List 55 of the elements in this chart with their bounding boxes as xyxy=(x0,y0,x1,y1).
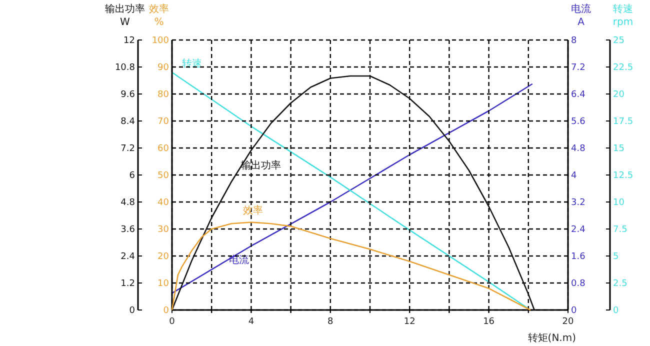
y-tick-label: 8 xyxy=(571,36,577,46)
y-tick-label: 10 xyxy=(158,279,170,289)
y2-tick-label: 10.8 xyxy=(114,63,136,73)
y2-axis-title: 转速 rpm xyxy=(612,3,634,28)
y-tick-label: 80 xyxy=(158,90,170,100)
x-tick-label: 16 xyxy=(483,317,495,327)
y-tick-label: 90 xyxy=(158,63,170,73)
y-tick-label: 4 xyxy=(571,171,577,181)
x-tick-label: 4 xyxy=(248,317,254,327)
y2-tick-label: 0 xyxy=(129,306,136,316)
y2-axis-title: 输出功率 W xyxy=(105,3,145,28)
y2-tick-label: 25 xyxy=(613,36,624,46)
x-axis-title: 转矩(N.m) xyxy=(528,332,576,344)
y-tick-label: 3.2 xyxy=(571,198,586,208)
y2-tick-label: 0 xyxy=(613,306,619,316)
y-tick-label: 20 xyxy=(158,252,170,262)
y2-tick-label: 22.5 xyxy=(613,63,634,73)
y-tick-label: 0.8 xyxy=(571,279,586,289)
x-tick-label: 12 xyxy=(404,317,416,327)
y2-tick-label: 6 xyxy=(129,171,136,181)
x-tick-label: 8 xyxy=(328,317,334,327)
y2-tick-label: 2.5 xyxy=(613,279,628,289)
y-tick-label: 2.4 xyxy=(571,225,586,235)
y-tick-label: 0 xyxy=(571,306,577,316)
y-tick-label: 60 xyxy=(158,144,170,154)
y-tick-label: 7.2 xyxy=(571,63,586,73)
y2-tick-label: 10 xyxy=(613,198,625,208)
y2-tick-label: 7.5 xyxy=(613,225,628,235)
y-tick-label: 40 xyxy=(158,198,170,208)
y-axis-title: 电流 A xyxy=(571,3,591,28)
y2-tick-label: 5 xyxy=(613,252,619,262)
y2-tick-label: 12.5 xyxy=(613,171,634,181)
y-tick-label: 100 xyxy=(152,36,170,46)
y-tick-label: 1.6 xyxy=(571,252,586,262)
series-label: 效率 xyxy=(243,204,264,216)
y-axis-title: 效率 % xyxy=(149,3,169,28)
y-tick-label: 6.4 xyxy=(571,90,586,100)
y2-tick-label: 2.4 xyxy=(120,252,136,262)
y2-tick-label: 7.2 xyxy=(120,144,135,154)
y2-tick-label: 8.4 xyxy=(120,117,136,127)
y-tick-label: 4.8 xyxy=(571,144,586,154)
y2-tick-label: 4.8 xyxy=(120,198,136,208)
y2-tick-label: 17.5 xyxy=(613,117,634,127)
y2-tick-label: 20 xyxy=(613,90,625,100)
y-tick-label: 5.6 xyxy=(571,117,586,127)
y-tick-label: 0 xyxy=(163,306,170,316)
y2-tick-label: 3.6 xyxy=(120,225,136,235)
y2-tick-label: 12 xyxy=(124,36,135,46)
y-tick-label: 30 xyxy=(158,225,170,235)
line-series xyxy=(171,222,532,311)
y2-tick-label: 9.6 xyxy=(120,90,136,100)
y2-tick-label: 1.2 xyxy=(120,279,135,289)
y-tick-label: 70 xyxy=(158,117,170,127)
y-tick-label: 50 xyxy=(158,171,170,181)
y2-tick-label: 15 xyxy=(613,144,624,154)
